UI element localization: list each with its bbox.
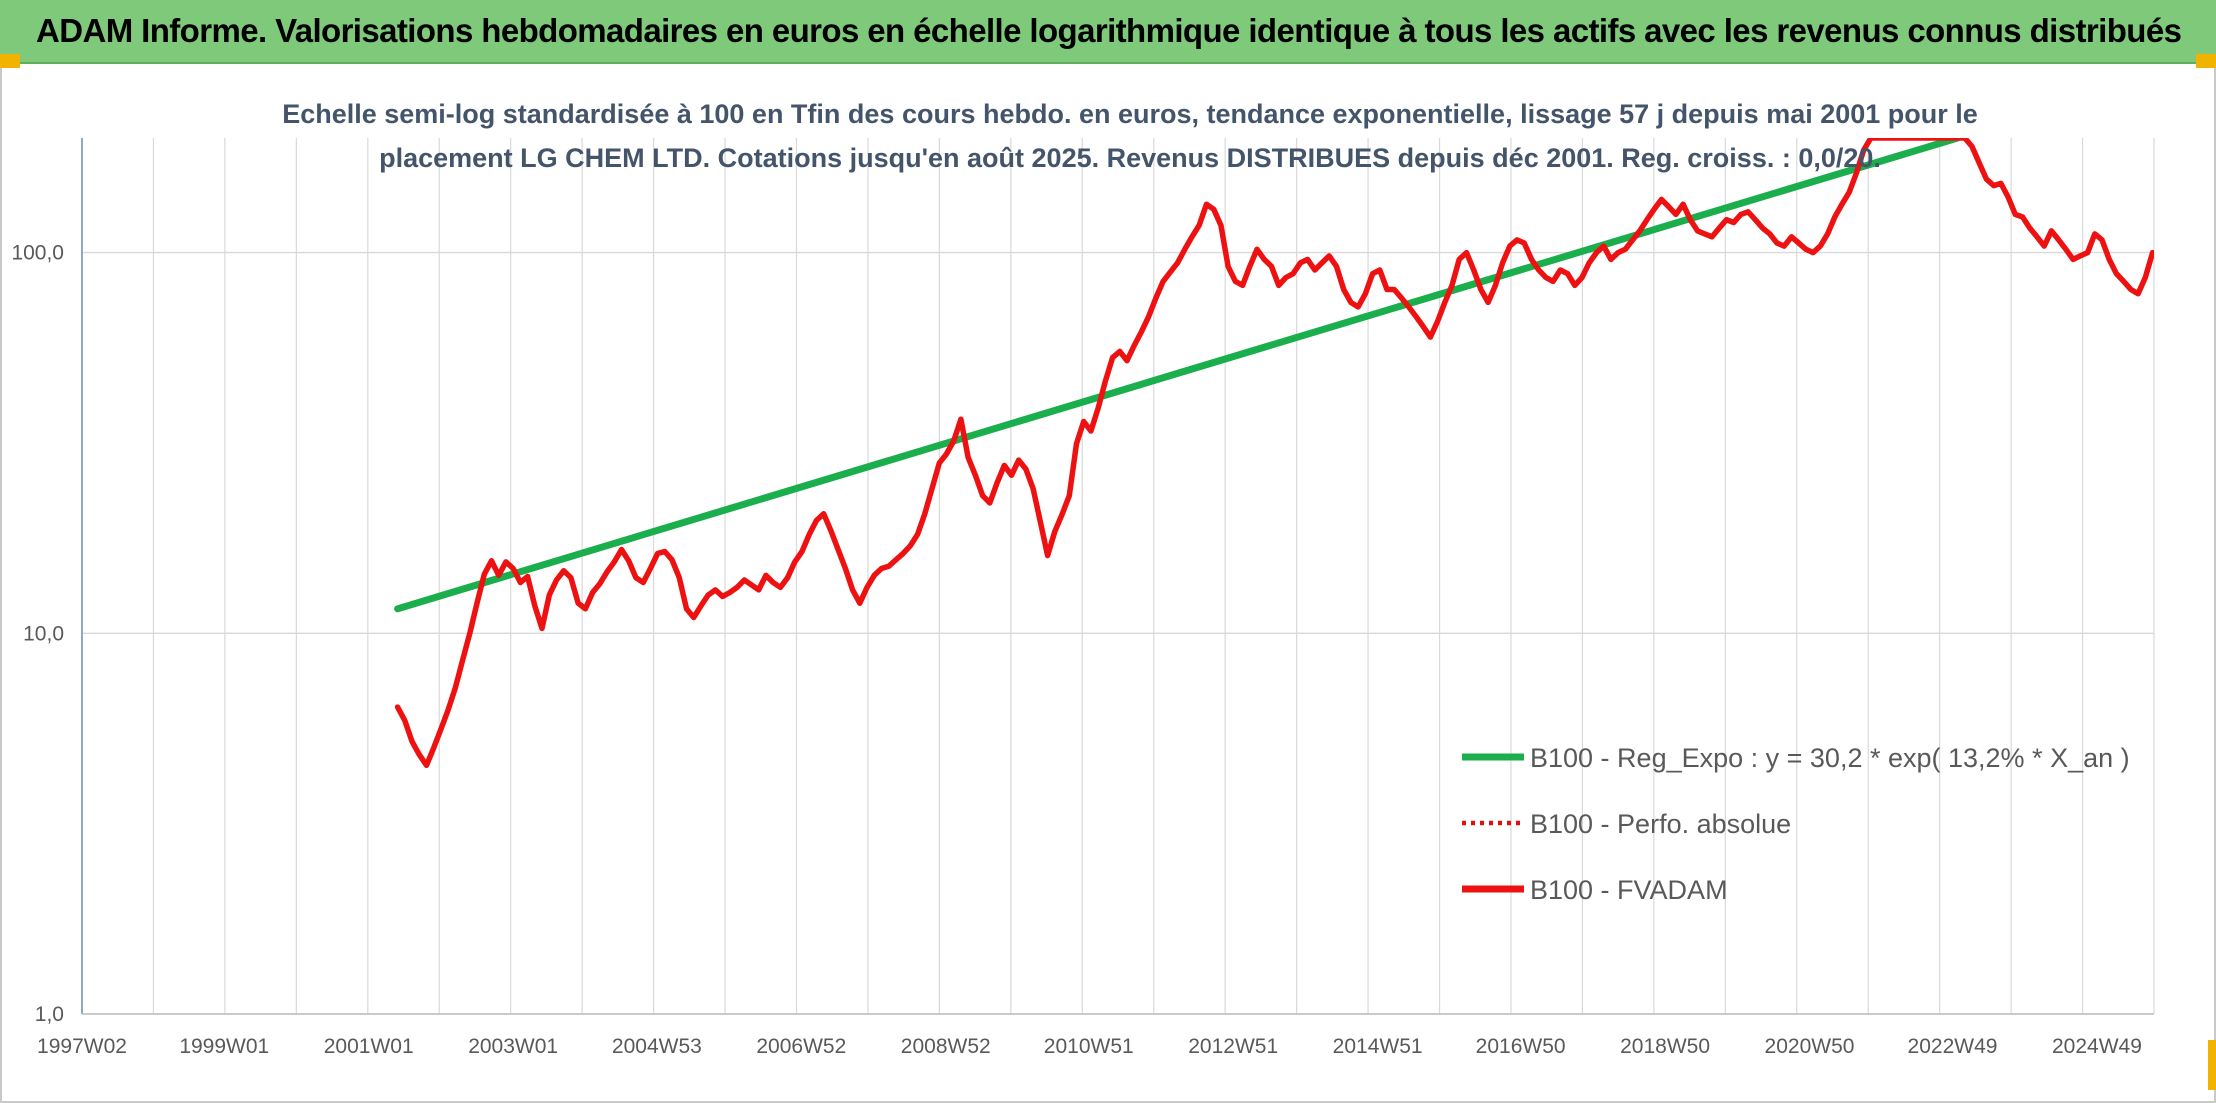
chart-legend: B100 - Reg_Expo : y = 30,2 * exp( 13,2% …	[1462, 743, 2130, 905]
x-tick-label: 1997W02	[37, 1035, 127, 1058]
x-tick-label: 2004W53	[612, 1035, 702, 1058]
x-tick-label: 2006W52	[756, 1035, 846, 1058]
chart-axes: 1,0 10,0 100,0 1997W02 1999W01 2001W01 2003W01…	[11, 138, 2154, 1058]
series-line-fvadam	[394, 138, 2154, 769]
y-tick-label: 100,0	[11, 242, 64, 265]
report-title: ADAM Informe. Valorisations hebdomadaire…	[36, 12, 2182, 49]
x-tick-label: 2020W50	[1765, 1035, 1855, 1058]
x-tick-label: 2010W51	[1044, 1035, 1134, 1058]
legend-label-fvadam: B100 - FVADAM	[1530, 875, 1728, 905]
chart-series	[394, 138, 2154, 769]
chart-subtitle: Echelle semi-log standardisée à 100 en T…	[282, 99, 1978, 173]
x-tick-label: 2022W49	[1908, 1035, 1998, 1058]
subtitle-line-1: Echelle semi-log standardisée à 100 en T…	[282, 99, 1978, 129]
corner-marker-top-right	[2196, 54, 2216, 68]
x-tick-label: 2024W49	[2052, 1035, 2142, 1058]
x-tick-label: 2018W50	[1620, 1035, 1710, 1058]
y-tick-label: 10,0	[23, 622, 64, 645]
subtitle-line-2: placement LG CHEM LTD. Cotations jusqu'e…	[379, 143, 1881, 173]
x-tick-label: 2012W51	[1188, 1035, 1278, 1058]
x-tick-label: 2008W52	[901, 1035, 991, 1058]
corner-marker-bottom-right	[2208, 1040, 2216, 1090]
x-tick-label: 2001W01	[324, 1035, 414, 1058]
x-tick-label: 1999W01	[179, 1035, 269, 1058]
series-line-trend	[394, 138, 1962, 613]
x-tick-label: 2014W51	[1333, 1035, 1423, 1058]
x-tick-label: 2003W01	[468, 1035, 558, 1058]
x-tick-label: 2016W50	[1476, 1035, 1566, 1058]
corner-marker-top-left	[0, 54, 20, 68]
report-banner: ADAM Informe. Valorisations hebdomadaire…	[0, 0, 2216, 64]
y-tick-label: 1,0	[35, 1003, 64, 1026]
chart-grid	[81, 138, 2155, 1015]
legend-label-trend: B100 - Reg_Expo : y = 30,2 * exp( 13,2% …	[1530, 743, 2130, 773]
legend-label-perfo: B100 - Perfo. absolue	[1530, 809, 1791, 839]
